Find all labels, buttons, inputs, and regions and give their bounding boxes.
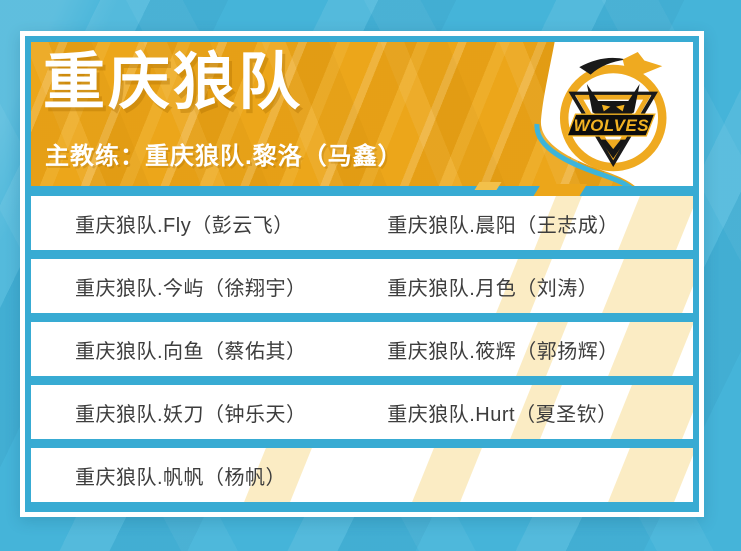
team-header: WOLVES 重庆狼队 主教练：重庆狼队.黎洛（马鑫）: [31, 42, 693, 186]
player-name: 重庆狼队.Fly（彭云飞）: [75, 214, 294, 237]
player-name: 重庆狼队.筱辉（郭扬辉）: [387, 340, 619, 363]
logo-wordmark: WOLVES: [574, 116, 650, 135]
roster-rows: 重庆狼队.Fly（彭云飞） 重庆狼队.晨阳（王志成） 重庆狼队.今屿（徐翔宇） …: [31, 196, 693, 502]
wolves-logo-icon: WOLVES: [559, 52, 667, 172]
player-name: 重庆狼队.晨阳（王志成）: [387, 214, 619, 237]
player-row: 重庆狼队.妖刀（钟乐天） 重庆狼队.Hurt（夏圣钦）: [31, 385, 693, 439]
player-name: 重庆狼队.妖刀（钟乐天）: [75, 403, 307, 426]
player-name: 重庆狼队.帆帆（杨帆）: [75, 466, 287, 489]
player-row: 重庆狼队.向鱼（蔡佑其） 重庆狼队.筱辉（郭扬辉）: [31, 322, 693, 376]
player-name: 重庆狼队.月色（刘涛）: [387, 277, 599, 300]
bat-face-icon: [586, 84, 640, 118]
player-name: 重庆狼队.Hurt（夏圣钦）: [387, 403, 618, 426]
wolf-head-icon: [622, 52, 663, 75]
coach-line: 主教练：重庆狼队.黎洛（马鑫）: [45, 143, 403, 170]
team-name: 重庆狼队: [43, 48, 304, 117]
player-name: 重庆狼队.向鱼（蔡佑其）: [75, 340, 307, 363]
player-row: 重庆狼队.今屿（徐翔宇） 重庆狼队.月色（刘涛）: [31, 259, 693, 313]
roster-card: WOLVES 重庆狼队 主教练：重庆狼队.黎洛（马鑫） 重庆狼队.Fly（彭云飞…: [20, 31, 704, 517]
gold-shard-accent: [474, 182, 502, 190]
player-row: 重庆狼队.帆帆（杨帆）: [31, 448, 693, 502]
player-row: 重庆狼队.Fly（彭云飞） 重庆狼队.晨阳（王志成）: [31, 196, 693, 250]
player-name: 重庆狼队.今屿（徐翔宇）: [75, 277, 307, 300]
logo-swoosh-icon: [579, 57, 627, 75]
